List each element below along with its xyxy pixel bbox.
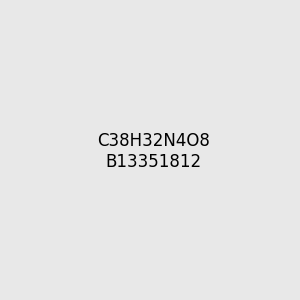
Text: C38H32N4O8
B13351812: C38H32N4O8 B13351812 xyxy=(97,132,210,171)
